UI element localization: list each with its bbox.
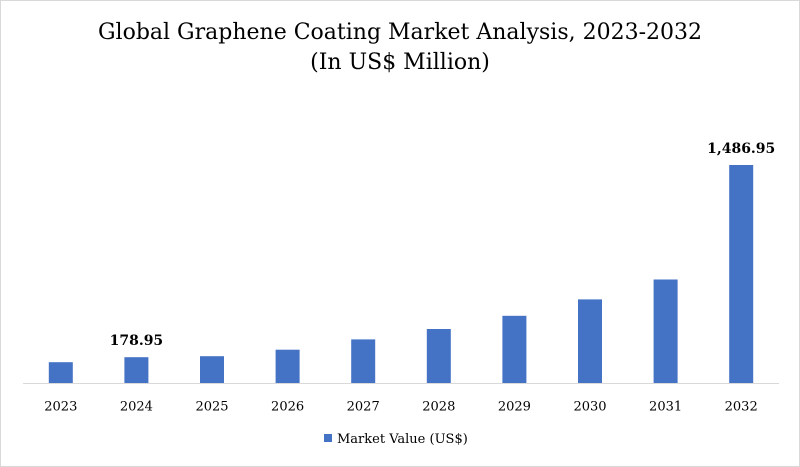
x-tick-label-2030: 2030 xyxy=(573,400,606,415)
legend-swatch xyxy=(324,434,332,442)
x-tick-label-2029: 2029 xyxy=(498,400,531,415)
bars-layer xyxy=(48,165,754,384)
bar-2031 xyxy=(653,279,678,384)
bar-2032 xyxy=(729,165,754,384)
data-label-2024: 178.95 xyxy=(110,333,164,349)
bar-2029 xyxy=(502,315,527,384)
chart-title: Global Graphene Coating Market Analysis,… xyxy=(98,20,702,45)
bar-2028 xyxy=(426,329,451,384)
bar-2023 xyxy=(48,362,73,384)
x-tick-label-2027: 2027 xyxy=(347,400,380,415)
legend: Market Value (US$) xyxy=(324,432,468,447)
bar-2025 xyxy=(200,356,224,384)
legend-label: Market Value (US$) xyxy=(337,432,468,447)
bar-2027 xyxy=(351,339,376,384)
x-tick-label-2025: 2025 xyxy=(195,400,228,415)
x-tick-label-2028: 2028 xyxy=(422,400,455,415)
bar-2030 xyxy=(578,299,602,384)
bar-2026 xyxy=(275,349,300,384)
x-tick-labels: 2023 2024 2025 2026 2027 2028 2029 2030 2031 2032 xyxy=(44,400,757,415)
bar-2024 xyxy=(124,357,149,384)
x-tick-label-2026: 2026 xyxy=(271,400,304,415)
data-labels: 178.95 1,486.95 xyxy=(110,141,776,349)
x-tick-label-2023: 2023 xyxy=(44,400,77,415)
x-tick-label-2032: 2032 xyxy=(725,400,758,415)
data-label-2032: 1,486.95 xyxy=(707,141,775,157)
x-tick-label-2024: 2024 xyxy=(120,400,153,415)
chart-subtitle: (In US$ Million) xyxy=(310,50,490,75)
x-tick-label-2031: 2031 xyxy=(649,400,682,415)
